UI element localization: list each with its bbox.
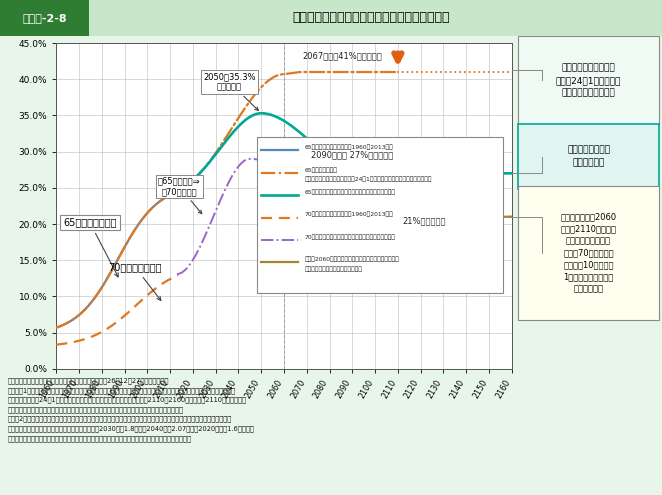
Text: 資料：「まち・ひと・しごと創生長期ビジョン」（平成26年12月27日　閣議決定）
（注）　1．実績は、総務省統計局「国勢調査結果」「人口推計」による。国立社会保: 資料：「まち・ひと・しごと創生長期ビジョン」（平成26年12月27日 閣議決定）… [8,377,255,442]
Text: 「長期ビジョン」で示された高齢化率の見通し: 「長期ビジョン」で示された高齢化率の見通し [292,11,449,24]
Text: 2050年35.3%
（ピーク）: 2050年35.3% （ピーク） [203,72,258,110]
Text: 図表序-2-8: 図表序-2-8 [23,13,68,23]
Text: 65歳以上人口比率: 65歳以上人口比率 [305,167,338,173]
FancyBboxPatch shape [518,124,659,190]
Text: 21%程度で推移: 21%程度で推移 [402,217,446,226]
Text: 「日本の将来推計人口
（平成24年1月推計）」
出生中位（死亡中位）: 「日本の将来推計人口 （平成24年1月推計）」 出生中位（死亡中位） [556,63,621,98]
Text: （「日本の将来推計人口（平成24年1月推計）」（出生中位（死亡中位））: （「日本の将来推計人口（平成24年1月推計）」（出生中位（死亡中位）） [305,176,432,182]
FancyBboxPatch shape [518,36,659,125]
Text: 2090年以降 27%程度で推移: 2090年以降 27%程度で推移 [311,150,394,159]
Text: 合計特殊出生率が
上昇した場合: 合計特殊出生率が 上昇した場合 [567,146,610,167]
Text: さらに、仮に、2060
年から2110年にかけ
て高齢化率の対象年
齢が「70歳以上」ま
で（概ね10年ごとに
1歳程度のペースで）
上昇した場合: さらに、仮に、2060 年から2110年にかけ て高齢化率の対象年 齢が「70歳… [561,212,616,294]
Text: 70歳以上人口比率: 70歳以上人口比率 [109,262,162,300]
FancyBboxPatch shape [257,137,502,293]
FancyBboxPatch shape [0,0,89,36]
Text: 「65歳以上」⇒
「70歳以上」: 「65歳以上」⇒ 「70歳以上」 [158,177,202,214]
Text: 65歳以上人口比率（合計特殊出生率が上昇した場合）: 65歳以上人口比率（合計特殊出生率が上昇した場合） [305,190,395,195]
Text: 70歳以上人口比率（実績：1960〜2013年）: 70歳以上人口比率（実績：1960〜2013年） [305,212,393,217]
FancyBboxPatch shape [518,186,659,320]
Text: 70歳以上人口比率（合計特殊出生率が上昇した場合）: 70歳以上人口比率（合計特殊出生率が上昇した場合） [305,234,395,240]
Text: 仮に、2060年以降高齢化率の対象年齢が上昇した場合: 仮に、2060年以降高齢化率の対象年齢が上昇した場合 [305,257,399,262]
Text: 2067年以降41%程度で推移: 2067年以降41%程度で推移 [303,51,382,60]
Text: （合計特殊出生率が上昇した場合）: （合計特殊出生率が上昇した場合） [305,266,363,272]
Text: 65歳以上人口比率（実績：1960〜2013年）: 65歳以上人口比率（実績：1960〜2013年） [305,145,393,150]
FancyBboxPatch shape [89,0,662,36]
Text: 65歳以上人口比率: 65歳以上人口比率 [63,218,118,277]
